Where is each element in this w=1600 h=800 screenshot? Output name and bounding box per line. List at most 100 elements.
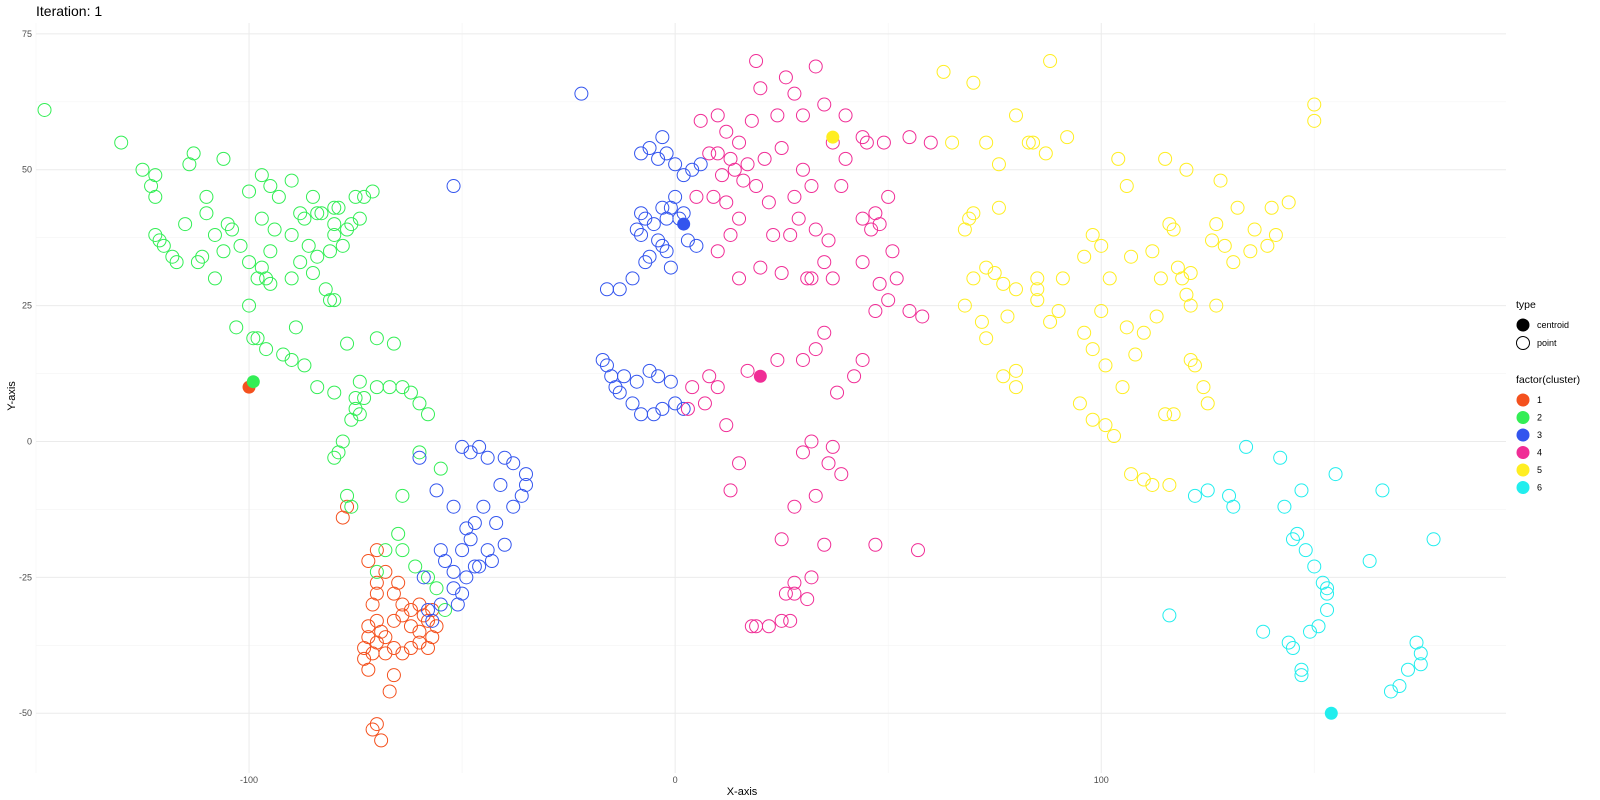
data-point-cluster-5 <box>1145 244 1160 259</box>
data-point-cluster-4 <box>774 613 789 628</box>
legend-swatch-cluster-2 <box>1516 411 1530 424</box>
data-point-cluster-1 <box>386 668 401 683</box>
data-point-cluster-2 <box>386 336 401 351</box>
data-point-cluster-2 <box>267 222 282 237</box>
data-point-cluster-1 <box>395 608 410 623</box>
y-tick-label: 75 <box>22 29 32 39</box>
data-point-cluster-5 <box>1038 146 1053 161</box>
data-point-cluster-1 <box>361 619 376 634</box>
data-point-cluster-4 <box>719 124 734 139</box>
data-point-cluster-4 <box>864 222 879 237</box>
data-point-cluster-2 <box>369 380 384 395</box>
data-point-cluster-5 <box>1162 477 1177 492</box>
data-point-cluster-2 <box>305 266 320 280</box>
centroids-layer <box>242 130 1338 720</box>
data-point-cluster-6 <box>1273 450 1288 465</box>
data-point-cluster-3 <box>659 211 674 226</box>
data-point-cluster-2 <box>382 380 397 395</box>
data-point-cluster-4 <box>825 271 840 286</box>
data-point-cluster-4 <box>719 195 734 210</box>
data-point-cluster-3 <box>663 374 678 389</box>
data-point-cluster-2 <box>276 347 291 362</box>
data-point-cluster-3 <box>651 151 666 166</box>
data-point-cluster-2 <box>284 173 299 188</box>
data-point-cluster-2 <box>369 331 384 346</box>
data-point-cluster-2 <box>408 559 423 574</box>
data-point-cluster-3 <box>693 157 708 172</box>
data-point-cluster-6 <box>1256 624 1271 639</box>
data-point-cluster-2 <box>216 244 231 259</box>
data-point-cluster-3 <box>506 456 521 471</box>
data-point-cluster-2 <box>412 396 427 411</box>
data-point-cluster-3 <box>655 401 670 416</box>
data-point-cluster-4 <box>732 271 747 286</box>
data-point-cluster-6 <box>1200 483 1215 498</box>
data-point-cluster-5 <box>987 266 1002 280</box>
data-point-cluster-1 <box>369 543 384 558</box>
data-point-cluster-2 <box>293 206 308 221</box>
data-point-cluster-2 <box>344 412 359 427</box>
data-point-cluster-6 <box>1320 581 1335 596</box>
data-point-cluster-5 <box>1166 407 1181 422</box>
data-point-cluster-4 <box>817 255 832 270</box>
data-point-cluster-3 <box>629 222 644 237</box>
data-point-cluster-2 <box>259 271 274 286</box>
data-point-cluster-2 <box>297 211 312 226</box>
data-point-cluster-2 <box>114 135 129 150</box>
data-point-cluster-5 <box>1107 429 1121 444</box>
data-point-cluster-4 <box>881 293 896 308</box>
data-point-cluster-5 <box>1124 467 1139 482</box>
data-point-cluster-6 <box>1307 559 1322 574</box>
data-point-cluster-4 <box>800 592 815 607</box>
data-point-cluster-4 <box>911 543 925 558</box>
data-point-cluster-5 <box>1043 314 1058 329</box>
data-point-cluster-4 <box>680 401 695 416</box>
data-point-cluster-1 <box>340 499 355 514</box>
data-point-cluster-6 <box>1294 483 1309 498</box>
data-point-cluster-5 <box>1260 238 1275 253</box>
data-point-cluster-4 <box>834 179 849 194</box>
data-point-cluster-6 <box>1294 668 1309 683</box>
data-point-cluster-4 <box>710 380 725 395</box>
data-point-cluster-4 <box>923 135 938 150</box>
data-point-cluster-4 <box>761 619 776 634</box>
data-point-cluster-5 <box>1307 97 1322 112</box>
data-point-cluster-2 <box>323 293 337 308</box>
data-point-cluster-4 <box>715 168 729 183</box>
data-point-cluster-2 <box>254 211 269 226</box>
data-point-cluster-5 <box>1030 293 1045 308</box>
data-point-cluster-2 <box>199 189 214 204</box>
data-point-cluster-1 <box>382 684 397 699</box>
data-point-cluster-3 <box>455 439 470 454</box>
data-point-cluster-3 <box>638 211 653 226</box>
data-point-cluster-2 <box>152 233 167 248</box>
data-point-cluster-3 <box>416 570 431 585</box>
data-point-cluster-2 <box>246 331 261 346</box>
data-point-cluster-4 <box>787 499 802 514</box>
legend-label-cluster-1: 1 <box>1537 395 1542 405</box>
data-point-cluster-1 <box>361 554 376 569</box>
data-point-cluster-3 <box>625 271 640 286</box>
data-point-cluster-4 <box>915 309 930 324</box>
y-tick-label: -25 <box>19 572 32 582</box>
data-point-cluster-4 <box>787 586 802 601</box>
data-point-cluster-5 <box>966 206 981 221</box>
data-point-cluster-5 <box>1021 135 1036 150</box>
data-point-cluster-5 <box>1230 200 1245 215</box>
data-point-cluster-3 <box>480 450 495 465</box>
data-point-cluster-5 <box>1158 407 1173 422</box>
data-point-cluster-5 <box>1119 179 1134 194</box>
data-point-cluster-2 <box>195 249 210 264</box>
data-point-cluster-2 <box>344 217 359 232</box>
data-point-cluster-5 <box>979 331 994 346</box>
data-point-cluster-6 <box>1281 635 1296 650</box>
data-point-cluster-2 <box>327 217 342 232</box>
data-point-cluster-2 <box>352 407 367 422</box>
data-point-cluster-3 <box>574 86 589 101</box>
data-point-cluster-2 <box>344 499 359 514</box>
data-point-cluster-2 <box>190 255 205 270</box>
data-point-cluster-5 <box>1175 271 1190 286</box>
data-point-cluster-3 <box>519 477 533 492</box>
data-point-cluster-2 <box>310 380 325 395</box>
data-point-cluster-4 <box>702 146 717 161</box>
